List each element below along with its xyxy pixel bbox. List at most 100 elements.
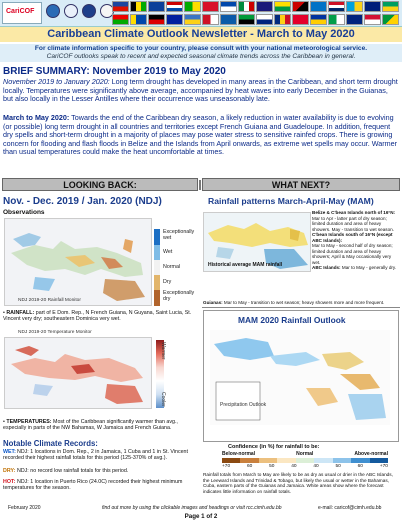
temperature-monitor-map[interactable] [4, 337, 152, 409]
outlook-tick: 50 [335, 464, 341, 469]
globe-icon [64, 4, 78, 18]
record-tag-wet: WET: [3, 449, 16, 455]
member-flags [112, 1, 400, 25]
record-text-wet: NDJ: 1 locations in Dom. Rep., 2 in Jama… [3, 449, 188, 462]
rainfall-outlook-map[interactable]: Precipitation Outlook [210, 330, 390, 425]
flag-icon [382, 1, 399, 12]
note-south-body: Mar to May - second half of dry season; … [312, 243, 393, 265]
brief-text-ndj: Long term drought has developed in many … [3, 77, 398, 104]
guianas-note-text: Mar to May - transition to wet season; h… [222, 300, 385, 305]
notable-records-heading: Notable Climate Records: [3, 439, 98, 448]
advisory-banner: For climate information specific to your… [0, 44, 402, 62]
flag-icon [184, 13, 201, 25]
legend-dry: Dry [163, 279, 172, 285]
observations-label: Observations [3, 209, 45, 216]
flag-icon [346, 13, 363, 25]
flag-icon [130, 1, 147, 12]
flag-icon [310, 1, 327, 12]
temperature-bullet-text: Most of the Caribbean significantly warm… [3, 419, 178, 432]
footer-date: February 2020 [8, 505, 41, 511]
flag-icon [220, 13, 237, 25]
page-number: Page 1 of 2 [184, 513, 218, 520]
looking-back-header: LOOKING BACK: [2, 178, 198, 191]
rainfall-bullet-text: part of E Dom. Rep., N French Guiana, N … [3, 310, 192, 323]
flag-icon [148, 1, 165, 12]
agency-seals [46, 4, 114, 18]
outlook-color-bar [222, 458, 388, 463]
outlook-ticks: +70 60 50 40 40 50 60 +70 [222, 464, 388, 469]
flag-icon [274, 13, 291, 25]
svg-text:Precipitation Outlook: Precipitation Outlook [220, 402, 267, 408]
header-banner: CariCOF [0, 0, 402, 27]
flag-icon [256, 13, 273, 25]
outlook-categories: Below-normal Normal Above-normal [222, 451, 388, 457]
flag-icon [166, 1, 183, 12]
flag-icon [292, 13, 309, 25]
seal-icon [46, 4, 60, 18]
legend-exceptionally-dry: Exceptionally dry [163, 290, 195, 302]
temp-legend-cooler: Cooler [160, 392, 166, 407]
rainfall-patterns-title[interactable]: Rainfall patterns March-April-May (MAM) [208, 196, 374, 206]
legend-exceptionally-wet: Exceptionally wet [163, 229, 195, 241]
record-dry: DRY: NDJ: no record low rainfall totals f… [3, 468, 198, 474]
outlook-tick: +70 [222, 464, 231, 469]
outlook-summary-text: Rainfall totals from March to May are li… [203, 472, 393, 495]
guianas-note: Guianas: Mar to May - transition to wet … [203, 300, 399, 305]
note-abc-body: Mar to May - generally dry. [341, 265, 397, 270]
record-wet: WET:NDJ: 1 locations in Dom. Rep., 2 in … [3, 449, 198, 462]
temp-legend-warmer: Warmer [160, 342, 166, 360]
flag-icon [274, 1, 291, 12]
flag-icon [328, 1, 345, 12]
record-tag-hot: HOT: [3, 479, 16, 485]
note-north-head: Belize & C'bean Islands north of 16°N: [312, 210, 396, 215]
record-text-dry: NDJ: no record low rainfall totals for t… [17, 468, 129, 474]
outlook-tick: 60 [357, 464, 363, 469]
section-divider [199, 180, 201, 190]
legend-wet: Wet [163, 249, 173, 255]
rainfall-legend: Exceptionally wet Wet Normal Dry Excepti… [163, 229, 201, 306]
note-south-head: C'bean Islands south of 16°N (except ABC… [312, 232, 393, 243]
temperature-monitor-caption: NDJ 2019-20 Temperature Monitor [18, 330, 92, 335]
flag-icon [148, 13, 165, 25]
brief-summary-heading: BRIEF SUMMARY: November 2019 to May 2020 [3, 66, 226, 77]
flag-icon [346, 1, 363, 12]
outlook-cat-above: Above-normal [354, 451, 388, 457]
outlook-tick: 60 [246, 464, 253, 469]
flag-icon [202, 13, 219, 25]
lookback-period-title[interactable]: Nov. - Dec. 2019 / Jan. 2020 (NDJ) [3, 196, 162, 207]
footer-email[interactable]: e-mail: caricof@cimh.edu.bb [318, 505, 382, 511]
brief-paragraph-mam: March to May 2020: Towards the end of th… [3, 113, 399, 157]
historical-map-label: Historical average MAM rainfall [208, 262, 283, 268]
flag-icon [256, 1, 273, 12]
flag-icon [364, 1, 381, 12]
flag-icon [382, 13, 399, 25]
temperature-legend-bar [156, 340, 164, 408]
advisory-line-1: For climate information specific to your… [34, 45, 368, 52]
newsletter-title: Caribbean Climate Outlook Newsletter - M… [47, 28, 355, 40]
flag-icon [238, 1, 255, 12]
title-band [0, 27, 402, 42]
flag-icon [238, 13, 255, 25]
seal-icon [82, 4, 96, 18]
rainfall-monitor-map[interactable] [4, 218, 152, 306]
note-north-body: Mar to Apr - latter part of dry season; … [312, 215, 394, 232]
record-hot: HOT: NDJ: 1 location in Puerto Rico (24.0… [3, 479, 198, 492]
flag-icon [184, 1, 201, 12]
historical-rainfall-map[interactable] [203, 212, 311, 272]
brief-text-mam: Towards the end of the Caribbean dry sea… [3, 113, 398, 157]
brief-period-ndj: November 2019 to January 2020: [3, 77, 110, 86]
advisory-line-2: CariCOF outlooks speak to recent and exp… [46, 52, 356, 60]
flag-icon [166, 13, 183, 25]
flag-icon [220, 1, 237, 12]
rainfall-monitor-caption: NDJ 2019-20 Rainfall Monitor [18, 298, 81, 303]
brief-paragraph-ndj: November 2019 to January 2020: Long term… [3, 77, 399, 104]
outlook-cat-below: Below-normal [222, 451, 256, 457]
flag-icon [328, 13, 345, 25]
footer-links-note[interactable]: find out more by using the clickable ima… [102, 505, 282, 511]
outlook-tick: 40 [291, 464, 297, 469]
rainfall-legend-bar [154, 229, 160, 306]
brief-period-mam: March to May 2020: [3, 113, 70, 122]
flag-icon [130, 13, 147, 25]
rainfall-outlook-title[interactable]: MAM 2020 Rainfall Outlook [238, 315, 346, 325]
temperature-bullet: • TEMPERATURES: Most of the Caribbean si… [3, 419, 178, 432]
